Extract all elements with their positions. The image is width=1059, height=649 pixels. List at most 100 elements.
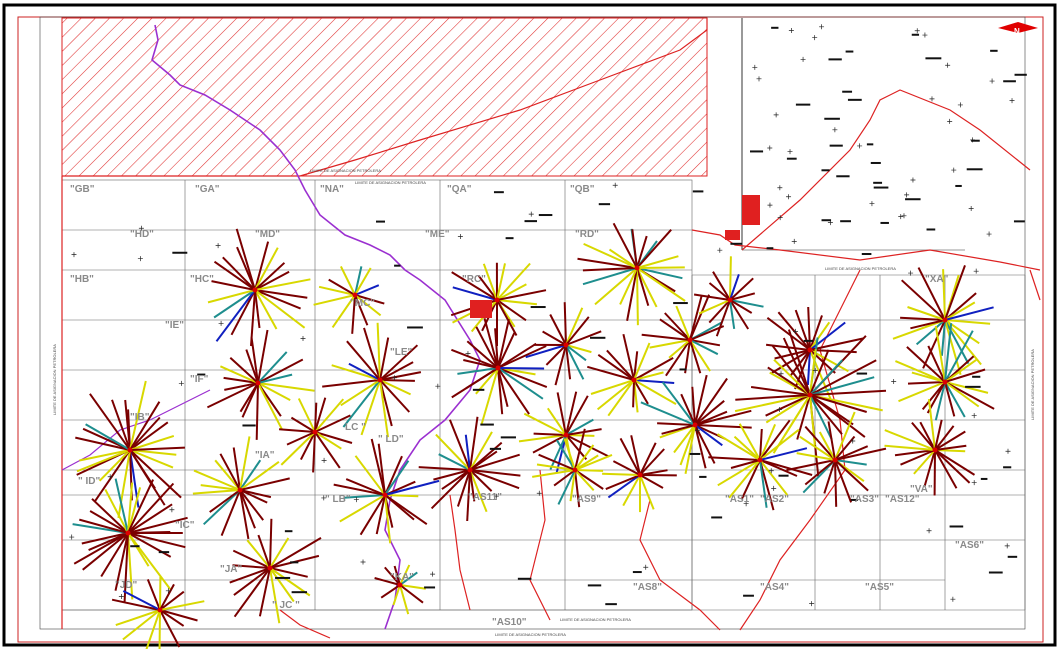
flowline [717, 459, 761, 487]
flowline [290, 416, 316, 433]
flow-station [807, 392, 813, 398]
well-marker [218, 320, 224, 326]
flowline [673, 424, 696, 454]
flowline [577, 257, 638, 269]
flowline [250, 337, 259, 384]
flowline [809, 394, 843, 435]
flowline [765, 394, 811, 417]
flowline [680, 393, 696, 426]
flowline [942, 269, 946, 321]
flowline [636, 229, 672, 269]
flow-station [757, 457, 763, 463]
flowline [944, 381, 995, 410]
flowline [129, 434, 175, 451]
flowline [254, 289, 308, 299]
well-marker [840, 220, 851, 223]
flowline [239, 477, 290, 491]
flowline [750, 386, 811, 396]
well-marker [321, 457, 327, 463]
flowline [72, 523, 129, 534]
flowline [239, 436, 251, 491]
flowline [239, 382, 259, 413]
flowline [716, 433, 761, 461]
well-marker [971, 480, 977, 486]
flow-station [352, 292, 358, 298]
flowline [915, 319, 946, 346]
well-marker [215, 243, 221, 249]
flowline [804, 459, 836, 486]
flowline [796, 452, 836, 461]
flowline [254, 247, 279, 291]
well-marker [955, 184, 962, 187]
flowline [229, 356, 259, 384]
flowline [533, 432, 567, 436]
flowline [477, 274, 498, 301]
well-marker [632, 571, 642, 574]
well-marker [911, 33, 920, 36]
well-marker [694, 428, 700, 434]
limit-label-upper-right: LIMITE DE ASIGNACION PETROLERA [825, 266, 896, 271]
well-marker [850, 498, 858, 501]
flowline [636, 255, 679, 269]
block-label: "HC" [190, 274, 214, 285]
block-grid [61, 179, 1026, 611]
flowline [497, 367, 504, 415]
flowline [129, 446, 185, 451]
flowline [583, 242, 638, 269]
flowline [549, 434, 567, 470]
well-marker [873, 181, 883, 184]
flowline [759, 459, 775, 511]
flowline [794, 309, 811, 351]
flowline [456, 469, 471, 507]
flow-station [692, 422, 698, 428]
flowline [127, 532, 186, 549]
well-marker [605, 603, 617, 606]
block-label: "LE" [390, 347, 413, 358]
flowline [351, 294, 356, 334]
flowline [911, 421, 936, 451]
flowline [633, 379, 649, 405]
flowline [804, 425, 836, 461]
flow-station [127, 447, 133, 453]
well-marker [353, 497, 359, 503]
flowline [213, 289, 256, 319]
flowline [907, 306, 946, 321]
flowline [767, 366, 811, 396]
flowline [759, 424, 777, 461]
flow-station [942, 317, 948, 323]
flowline [354, 294, 385, 305]
flowline [787, 329, 811, 396]
flowline [233, 567, 271, 596]
flowline [469, 469, 520, 490]
block-label: "QB" [570, 184, 595, 195]
flowline [313, 294, 356, 306]
flowline [79, 518, 129, 534]
flowline [834, 459, 853, 503]
well-marker [905, 198, 921, 201]
flowline [565, 391, 578, 436]
flowline [219, 365, 259, 384]
well-marker [472, 388, 485, 391]
flowline [708, 456, 761, 461]
block-label: "KA" [390, 572, 414, 583]
well-marker [130, 545, 140, 548]
well-marker [809, 601, 815, 607]
flowline [418, 466, 471, 471]
flowline [257, 373, 293, 384]
flowline [100, 532, 129, 578]
well-marker [850, 438, 856, 444]
flowline [729, 273, 740, 301]
town-cluster [470, 195, 760, 318]
flowline [354, 294, 382, 317]
flowline [314, 431, 342, 450]
flowline [639, 474, 664, 489]
flowline [622, 474, 641, 507]
flowline [689, 339, 711, 372]
flowline [496, 263, 506, 301]
well-marker [505, 237, 514, 240]
flowline [497, 367, 530, 415]
flowline [630, 435, 641, 476]
well-marker [766, 247, 774, 250]
well-marker [692, 190, 704, 193]
flowline [159, 590, 185, 611]
